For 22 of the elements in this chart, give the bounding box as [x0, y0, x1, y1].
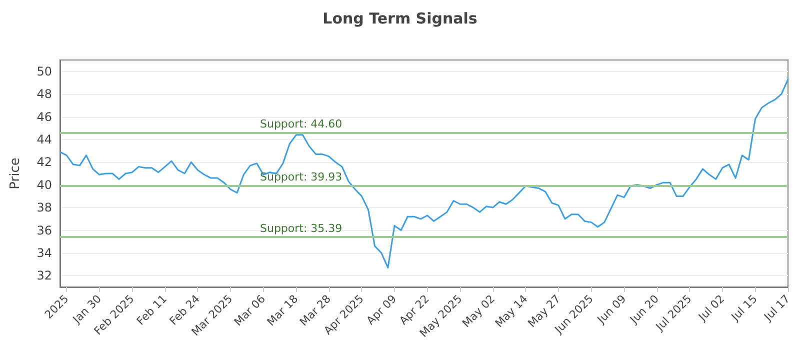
- y-axis-title: Price: [8, 158, 23, 190]
- ref-line-label: Support: 44.60: [260, 118, 342, 131]
- y-tick-label: 32: [36, 268, 52, 283]
- x-tick-label: Jul 15: [728, 292, 760, 324]
- x-tick-label: Jun 09: [594, 292, 629, 327]
- y-tick-label: 40: [36, 178, 52, 192]
- ref-line-label: Support: 35.39: [260, 222, 342, 236]
- ref-line-label: Support: 39.93: [260, 170, 342, 184]
- line-series: [59, 78, 789, 268]
- chart-title: Long Term Signals: [322, 10, 478, 28]
- y-tick-label: 46: [36, 110, 52, 124]
- y-tick-label: 50: [36, 64, 52, 78]
- y-tick-label: 36: [36, 223, 52, 238]
- y-tick-label: 42: [36, 155, 52, 170]
- x-tick-label: Jul 17: [760, 292, 793, 324]
- x-tick-label: Jul 02: [695, 292, 728, 324]
- y-tick-label: 48: [36, 87, 52, 102]
- x-tick-label: Feb 11: [134, 292, 170, 328]
- x-tick-label: Apr 09: [364, 292, 400, 328]
- y-tick-label: 38: [36, 200, 52, 215]
- y-tick-label: 34: [36, 246, 52, 260]
- y-tick-label: 44: [36, 132, 52, 146]
